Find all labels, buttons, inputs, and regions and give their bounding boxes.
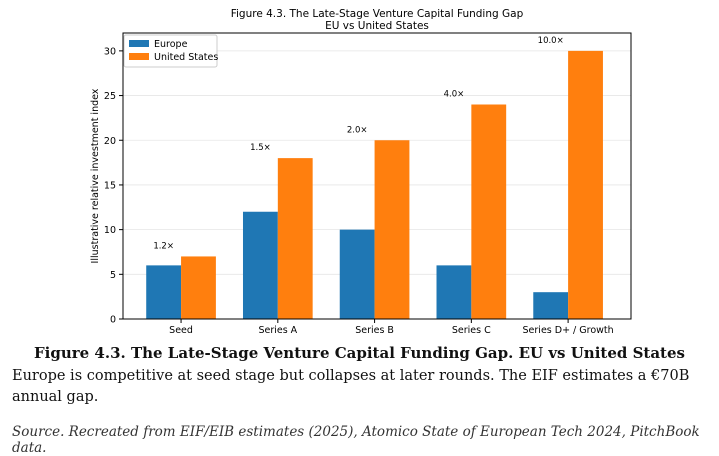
bar-us [568, 50, 603, 319]
y-tick-label: 30 [104, 46, 116, 57]
y-tick-label: 5 [110, 270, 116, 281]
chart-subtitle: EU vs United States [325, 20, 429, 32]
figure-source: Source. Recreated from EIF/EIB estimates… [12, 424, 700, 456]
bar-europe [242, 211, 278, 319]
ratio-annotation: 1.2× [153, 241, 174, 251]
figure-caption-title: Figure 4.3. The Late-Stage Venture Capit… [34, 344, 685, 362]
bar-us [471, 104, 507, 319]
chart-title: Figure 4.3. The Late-Stage Venture Capit… [231, 8, 524, 20]
bars [146, 50, 603, 319]
plot-area [122, 32, 632, 320]
x-tick-label: Series B [355, 325, 394, 336]
chart: Figure 4.3. The Late-Stage Venture Capit… [90, 8, 632, 336]
y-axis-label: Illustrative relative investment index [90, 88, 101, 263]
bar-us [277, 158, 313, 319]
bar-europe [533, 292, 569, 319]
x-tick-label: Seed [169, 325, 193, 336]
legend-swatch-europe [129, 40, 149, 47]
x-tick-label: Series D+ / Growth [523, 325, 614, 336]
ratio-annotation: 2.0× [347, 125, 368, 135]
ratio-annotation: 4.0× [444, 90, 465, 100]
ratio-annotation: 10.0× [538, 36, 564, 46]
legend-swatch-us [129, 53, 149, 60]
legend: Europe United States [123, 34, 218, 68]
x-tick-label: Series A [258, 325, 297, 336]
bar-us [181, 256, 216, 319]
bar-europe [436, 265, 472, 319]
y-tick-label: 10 [104, 225, 116, 236]
y-tick-label: 20 [104, 136, 116, 147]
bar-europe [339, 229, 375, 319]
bar-annotations: 1.2× 1.5× 2.0× 4.0× 10.0× [153, 36, 563, 252]
x-tick-label: Series C [452, 325, 491, 336]
figure-caption-text: Europe is competitive at seed stage but … [12, 368, 690, 405]
ratio-annotation: 1.5× [250, 143, 271, 153]
bar-europe [146, 265, 182, 319]
y-tick-label: 0 [110, 315, 116, 326]
legend-label-us: United States [154, 52, 218, 63]
y-tick-label: 25 [104, 91, 116, 102]
axis-ticks: 0 5 10 15 20 25 30 Seed Series A Series B Series C… [104, 46, 614, 336]
y-tick-label: 15 [104, 180, 116, 191]
legend-label-europe: Europe [154, 39, 188, 50]
bar-us [374, 140, 410, 319]
